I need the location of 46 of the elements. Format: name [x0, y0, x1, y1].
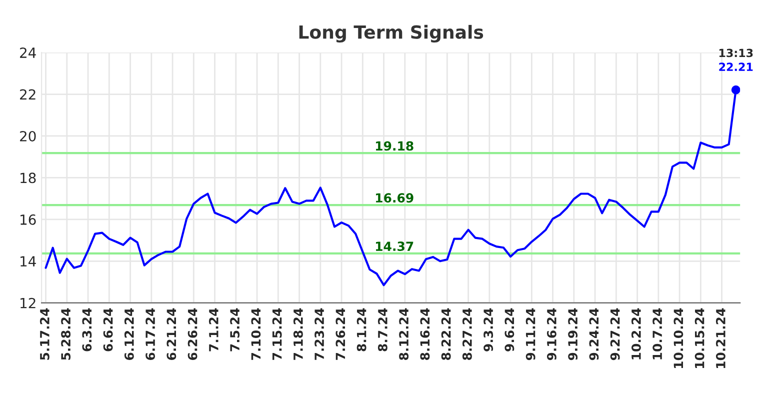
x-tick-label: 6.21.24: [166, 308, 176, 360]
x-tick-label: 10.10.24: [674, 308, 684, 368]
x-tick-label: 8.1.24: [356, 308, 366, 352]
x-tick-label: 6.17.24: [146, 308, 156, 360]
y-tick-label: 22: [20, 89, 36, 100]
x-tick-label: 9.6.24: [504, 308, 514, 352]
y-tick-label: 20: [20, 130, 36, 142]
x-tick-label: 9.3.24: [484, 308, 494, 352]
x-tick-label: 10.7.24: [652, 308, 662, 360]
x-tick-label: 7.10.24: [251, 308, 261, 360]
y-tick-label: 14: [20, 256, 36, 266]
y-tick-label: 16: [20, 214, 36, 225]
x-tick-label: 9.19.24: [568, 308, 578, 360]
x-tick-label: 7.23.24: [314, 308, 324, 360]
annotation: 13:13: [719, 48, 753, 58]
x-tick-label: 8.27.24: [462, 308, 472, 360]
x-tick-label: 8.7.24: [378, 308, 388, 352]
chart-title: Long Term Signals: [299, 24, 484, 43]
x-tick-label: 6.3.24: [82, 308, 92, 352]
x-tick-label: 10.15.24: [694, 308, 704, 368]
y-tick-label: 12: [20, 298, 36, 308]
x-tick-label: 8.16.24: [420, 308, 430, 360]
x-tick-label: 8.22.24: [441, 308, 451, 360]
data-label: 22.21: [719, 62, 753, 71]
ref-line-label: 16.69: [376, 193, 414, 203]
y-tick-label: 18: [20, 172, 36, 184]
x-tick-label: 5.17.24: [40, 308, 50, 360]
x-tick-label: 7.1.24: [208, 308, 218, 352]
x-tick-label: 8.12.24: [399, 308, 409, 360]
x-tick-label: 7.26.24: [336, 308, 346, 360]
x-tick-label: 6.26.24: [188, 308, 198, 360]
x-tick-label: 7.5.24: [230, 308, 240, 352]
ref-line-label: 19.18: [376, 141, 414, 151]
x-tick-label: 10.2.24: [631, 308, 641, 360]
x-tick-label: 9.24.24: [589, 308, 599, 360]
x-tick-label: 10.21.24: [716, 308, 726, 368]
x-tick-label: 7.15.24: [272, 308, 282, 360]
x-tick-label: 5.28.24: [61, 308, 71, 360]
x-tick-label: 9.16.24: [546, 308, 556, 360]
x-tick-label: 9.27.24: [610, 308, 620, 360]
y-tick-label: 24: [20, 48, 36, 58]
ref-line-label: 14.37: [376, 242, 414, 252]
x-tick-label: 7.18.24: [293, 308, 303, 360]
x-tick-label: 9.11.24: [526, 308, 536, 360]
x-tick-label: 6.12.24: [124, 308, 134, 360]
x-tick-label: 6.6.24: [103, 308, 113, 352]
